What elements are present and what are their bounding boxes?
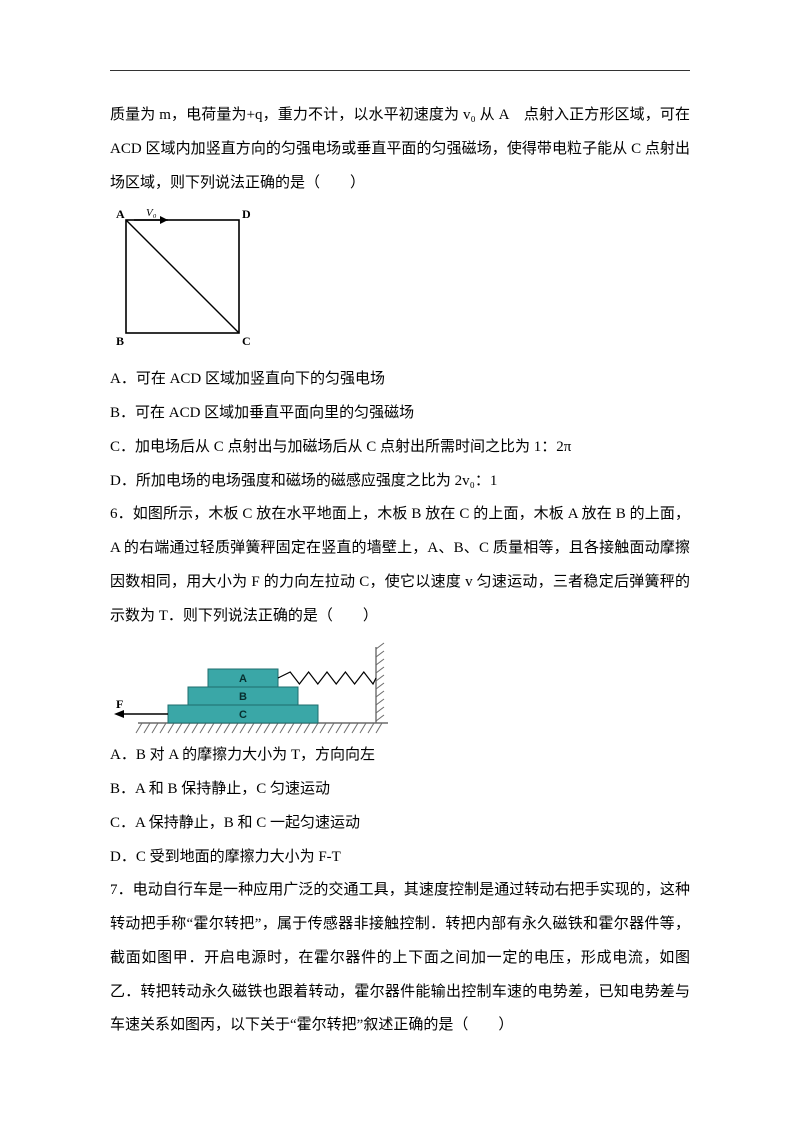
- svg-text:C: C: [242, 334, 251, 348]
- q5-optD: D．所加电场的电场强度和磁场的磁感应强度之比为 2v₀：1: [110, 465, 690, 499]
- q5-intro: 质量为 m，电荷量为+q，重力不计，以水平初速度为 v₀ 从 A 点射入正方形区…: [110, 99, 690, 200]
- square-diagram: A D B C V₀: [110, 206, 255, 359]
- svg-text:V₀: V₀: [146, 207, 157, 219]
- q6-optB: B．A 和 B 保持静止，C 匀速运动: [110, 773, 690, 807]
- q5-optC: C．加电场后从 C 点射出与加磁场后从 C 点射出所需时间之比为 1：2π: [110, 431, 690, 465]
- svg-text:D: D: [242, 207, 251, 221]
- svg-text:B: B: [239, 691, 247, 703]
- svg-text:C: C: [239, 709, 247, 721]
- q6-optD: D．C 受到地面的摩擦力大小为 F-T: [110, 841, 690, 875]
- svg-text:F: F: [116, 697, 123, 711]
- q6-optC: C．A 保持静止，B 和 C 一起匀速运动: [110, 807, 690, 841]
- q6-optA: A．B 对 A 的摩擦力大小为 T，方向向左: [110, 739, 690, 773]
- q7-intro: 7．电动自行车是一种应用广泛的交通工具，其速度控制是通过转动右把手实现的，这种转…: [110, 874, 690, 1043]
- blocks-diagram: CBA F: [110, 639, 388, 735]
- q6-figure: CBA F: [110, 639, 690, 735]
- page-root: 质量为 m，电荷量为+q，重力不计，以水平初速度为 v₀ 从 A 点射入正方形区…: [0, 0, 800, 1103]
- q5-optB: B．可在 ACD 区域加垂直平面向里的匀强磁场: [110, 397, 690, 431]
- q6-intro: 6．如图所示，木板 C 放在水平地面上，木板 B 放在 C 的上面，木板 A 放…: [110, 498, 690, 633]
- svg-text:A: A: [239, 673, 247, 685]
- svg-text:B: B: [116, 334, 124, 348]
- top-rule: [110, 70, 690, 71]
- q5-optA: A．可在 ACD 区域加竖直向下的匀强电场: [110, 363, 690, 397]
- svg-text:A: A: [116, 207, 125, 221]
- q5-figure: A D B C V₀: [110, 206, 690, 359]
